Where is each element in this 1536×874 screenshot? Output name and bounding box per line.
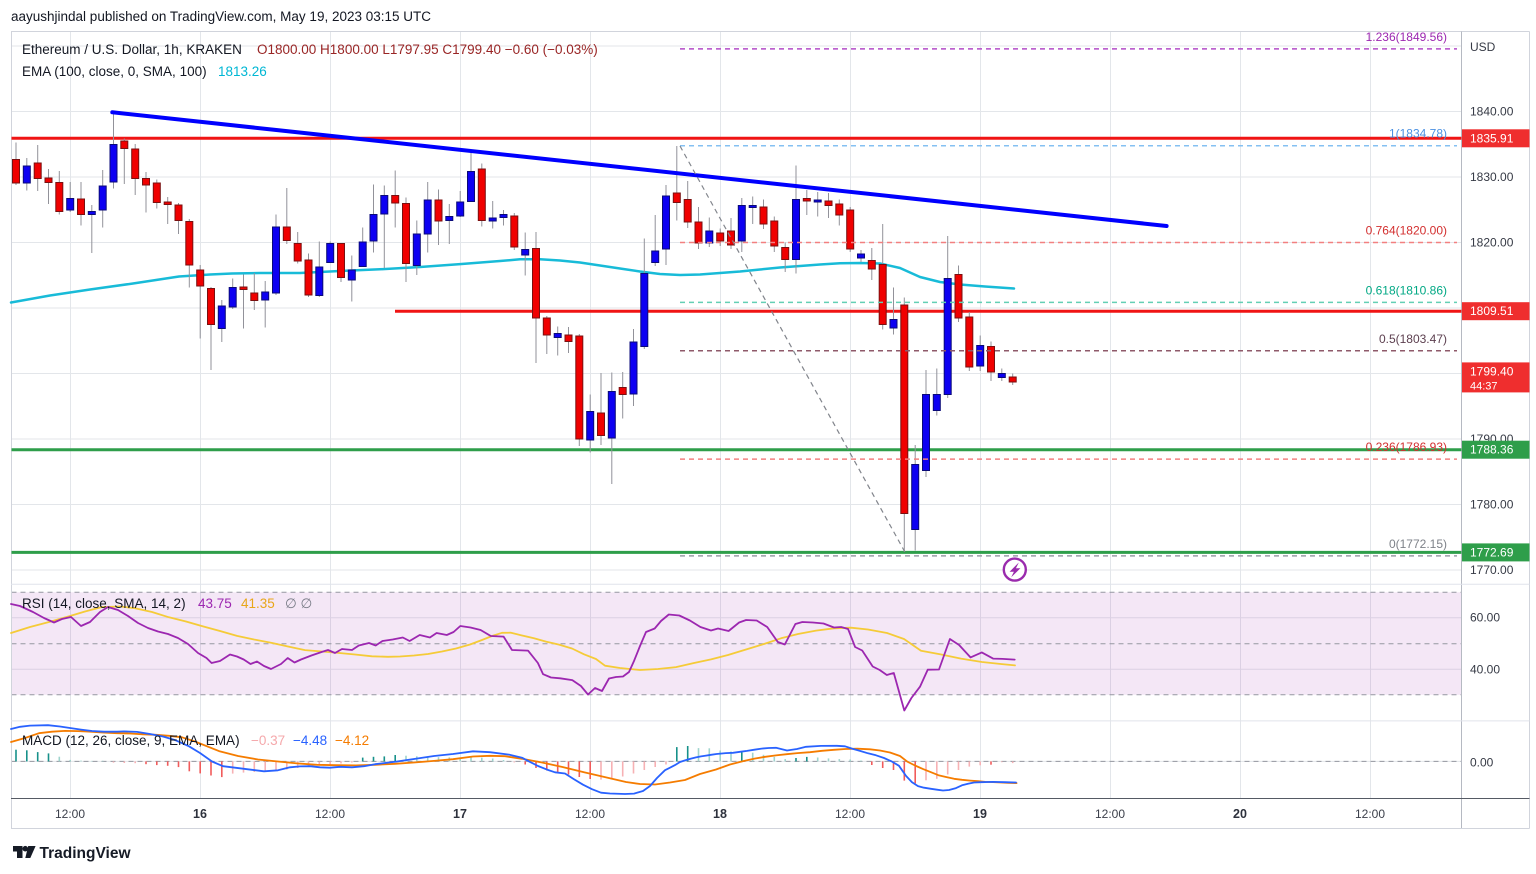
svg-text:1820.00: 1820.00	[1470, 236, 1514, 250]
svg-text:0(1772.15): 0(1772.15)	[1389, 537, 1447, 551]
svg-text:19: 19	[973, 807, 987, 821]
svg-text:12:00: 12:00	[55, 807, 85, 821]
svg-text:aayushjindal published on Trad: aayushjindal published on TradingView.co…	[11, 9, 431, 24]
svg-text:12:00: 12:00	[1355, 807, 1385, 821]
svg-text:1840.00: 1840.00	[1470, 105, 1514, 119]
svg-text:0.5(1803.47): 0.5(1803.47)	[1379, 332, 1447, 346]
svg-text:17: 17	[453, 807, 467, 821]
svg-text:44:37: 44:37	[1470, 380, 1498, 392]
svg-text:40.00: 40.00	[1470, 662, 1500, 676]
svg-text:−0.37: −0.37	[251, 733, 285, 748]
svg-text:O1800.00 H1800.00 L1797.95: O1800.00 H1800.00 L1797.95 C1799.40 −0.6…	[257, 42, 598, 57]
svg-text:1772.69: 1772.69	[1470, 545, 1514, 559]
svg-text:16: 16	[193, 807, 207, 821]
svg-text:12:00: 12:00	[575, 807, 605, 821]
svg-text:12:00: 12:00	[315, 807, 345, 821]
svg-text:18: 18	[713, 807, 727, 821]
svg-text:60.00: 60.00	[1470, 611, 1500, 625]
svg-text:43.75: 43.75	[198, 596, 232, 611]
svg-text:1830.00: 1830.00	[1470, 170, 1514, 184]
svg-text:EMA (100, close, 0, SMA, 100): EMA (100, close, 0, SMA, 100)	[22, 64, 207, 79]
svg-text:1813.26: 1813.26	[218, 64, 267, 79]
svg-text:41.35: 41.35	[241, 596, 275, 611]
svg-text:12:00: 12:00	[835, 807, 865, 821]
svg-text:MACD (12, 26, close, 9, EMA, E: MACD (12, 26, close, 9, EMA, EMA)	[22, 733, 240, 748]
svg-text:12:00: 12:00	[1095, 807, 1125, 821]
svg-text:RSI (14, close, SMA, 14, 2): RSI (14, close, SMA, 14, 2)	[22, 596, 186, 611]
svg-text:0.764(1820.00): 0.764(1820.00)	[1366, 224, 1447, 238]
svg-text:−4.48: −4.48	[293, 733, 327, 748]
svg-text:1780.00: 1780.00	[1470, 498, 1514, 512]
svg-text:0.618(1810.86): 0.618(1810.86)	[1366, 283, 1447, 297]
svg-text:1788.36: 1788.36	[1470, 443, 1514, 457]
svg-text:1770.00: 1770.00	[1470, 563, 1514, 577]
svg-text:1(1834.78): 1(1834.78)	[1389, 127, 1447, 141]
svg-text:20: 20	[1233, 807, 1247, 821]
svg-text:TradingView: TradingView	[40, 845, 132, 862]
svg-text:USD: USD	[1470, 40, 1496, 54]
svg-text:Ethereum / U.S. Dollar, 1h, KR: Ethereum / U.S. Dollar, 1h, KRAKEN	[22, 42, 242, 57]
svg-text:1809.51: 1809.51	[1470, 304, 1514, 318]
svg-text:∅ ∅: ∅ ∅	[285, 596, 313, 611]
svg-text:−4.12: −4.12	[335, 733, 369, 748]
svg-text:0.236(1786.93): 0.236(1786.93)	[1366, 440, 1447, 454]
svg-text:1799.40: 1799.40	[1470, 364, 1514, 378]
svg-text:0.00: 0.00	[1470, 755, 1494, 769]
svg-text:1835.91: 1835.91	[1470, 131, 1514, 145]
svg-text:1.236(1849.56): 1.236(1849.56)	[1366, 30, 1447, 44]
